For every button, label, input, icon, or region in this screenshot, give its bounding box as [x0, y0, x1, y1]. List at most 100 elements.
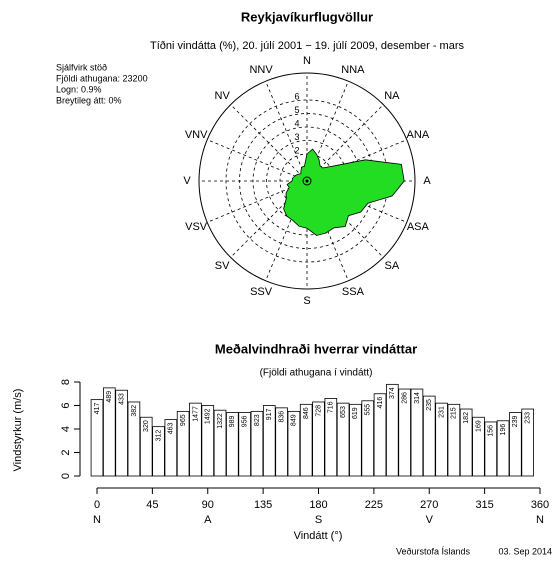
rose-subtitle: Tíðni vindátta (%), 20. júlí 2001 − 19. …	[150, 40, 464, 52]
r-tick-label: 2	[294, 145, 299, 155]
count-label: 374	[389, 387, 396, 399]
x-tick-label: 135	[254, 499, 272, 511]
direction-label: SA	[385, 260, 400, 272]
bar	[472, 416, 485, 477]
count-label: 314	[414, 392, 421, 404]
bar	[152, 426, 165, 477]
direction-label: NNV	[249, 64, 273, 76]
bar	[410, 388, 424, 477]
count-label: 846	[303, 407, 310, 419]
bar	[127, 401, 141, 477]
bar	[509, 412, 522, 477]
y-tick-label: 4	[60, 426, 72, 432]
bar	[213, 409, 227, 477]
direction-label: A	[423, 175, 431, 187]
count-label: 416	[377, 397, 384, 409]
direction-label: SSV	[250, 286, 273, 298]
x-tick-label: 0	[94, 499, 100, 511]
count-label: 836	[278, 411, 285, 423]
bar	[521, 408, 535, 477]
footer-date: 03. Sep 2014	[498, 546, 552, 556]
count-label: 196	[500, 424, 507, 436]
y-axis-label: Vindstyrkur (m/s)	[12, 389, 24, 472]
bar	[349, 403, 362, 477]
x-tick-label: 90	[202, 499, 214, 511]
x-tick-label: 315	[475, 499, 493, 511]
count-label: 320	[143, 420, 150, 432]
rose-area	[283, 148, 405, 236]
count-label: 965	[180, 414, 187, 426]
bar	[484, 421, 498, 477]
annotation: Logn: 0.9%	[56, 84, 102, 94]
direction-label: NA	[384, 90, 400, 102]
bar	[90, 399, 104, 477]
bar	[115, 389, 128, 477]
count-label: 382	[131, 405, 138, 417]
r-tick-label: 4	[294, 118, 299, 128]
count-label: 239	[512, 415, 519, 427]
x-direction-label: A	[204, 514, 212, 526]
bar	[189, 402, 202, 477]
annotation: Sjálfvirk stöð	[56, 62, 107, 72]
bar-title: Meðalvindhraði hverrar vindáttar	[215, 341, 417, 356]
y-tick-label: 8	[60, 379, 72, 385]
x-axis-label: Vindátt (°)	[294, 530, 343, 542]
bar	[422, 395, 436, 477]
count-label: 989	[229, 415, 236, 427]
outer-circle	[198, 72, 416, 290]
bar	[262, 405, 276, 477]
direction-label: SV	[215, 260, 230, 272]
center-ring	[302, 176, 312, 186]
bar	[398, 388, 411, 477]
count-label: 849	[291, 414, 298, 426]
bar	[176, 410, 190, 477]
bar	[496, 420, 510, 477]
count-label: 653	[340, 406, 347, 418]
count-label: 417	[94, 403, 101, 415]
bar	[164, 419, 178, 477]
annotation: Fjöldi athugana: 23200	[56, 73, 148, 83]
bar	[361, 400, 375, 477]
x-tick-label: 225	[365, 499, 383, 511]
x-tick-label: 360	[531, 499, 549, 511]
bar	[226, 412, 239, 477]
count-label: 182	[463, 412, 470, 424]
direction-label: VSV	[185, 221, 208, 233]
x-direction-label: N	[536, 514, 544, 526]
bar	[102, 387, 116, 477]
bar	[459, 408, 473, 477]
direction-label: N	[303, 55, 311, 67]
x-tick-label: 45	[146, 499, 158, 511]
count-label: 433	[118, 393, 125, 405]
count-label: 463	[168, 423, 175, 435]
bar	[250, 410, 264, 477]
r-tick-label: 3	[294, 132, 299, 142]
direction-label: NNA	[341, 64, 365, 76]
direction-label: VNV	[185, 129, 208, 141]
y-tick-label: 2	[60, 449, 72, 455]
y-tick-label: 0	[60, 473, 72, 479]
count-label: 231	[438, 406, 445, 418]
count-label: 956	[242, 415, 249, 427]
r-tick-label: 5	[294, 105, 299, 115]
bar	[435, 402, 448, 477]
bar	[312, 401, 325, 477]
count-label: 1477	[192, 406, 199, 422]
x-tick-label: 270	[420, 499, 438, 511]
bar	[139, 416, 153, 477]
bar	[287, 410, 301, 477]
y-tick-label: 6	[60, 402, 72, 408]
count-label: 1322	[217, 413, 224, 429]
rose-title: Reykjavíkurflugvöllur	[241, 9, 373, 24]
bar	[386, 383, 399, 477]
count-label: 235	[426, 399, 433, 411]
count-label: 233	[525, 412, 532, 424]
direction-label: NV	[215, 90, 231, 102]
count-label: 489	[106, 391, 113, 403]
count-label: 215	[451, 407, 458, 419]
bar	[373, 393, 387, 477]
count-label: 716	[328, 401, 335, 413]
direction-label: SSA	[342, 286, 365, 298]
direction-label: ASA	[407, 221, 430, 233]
